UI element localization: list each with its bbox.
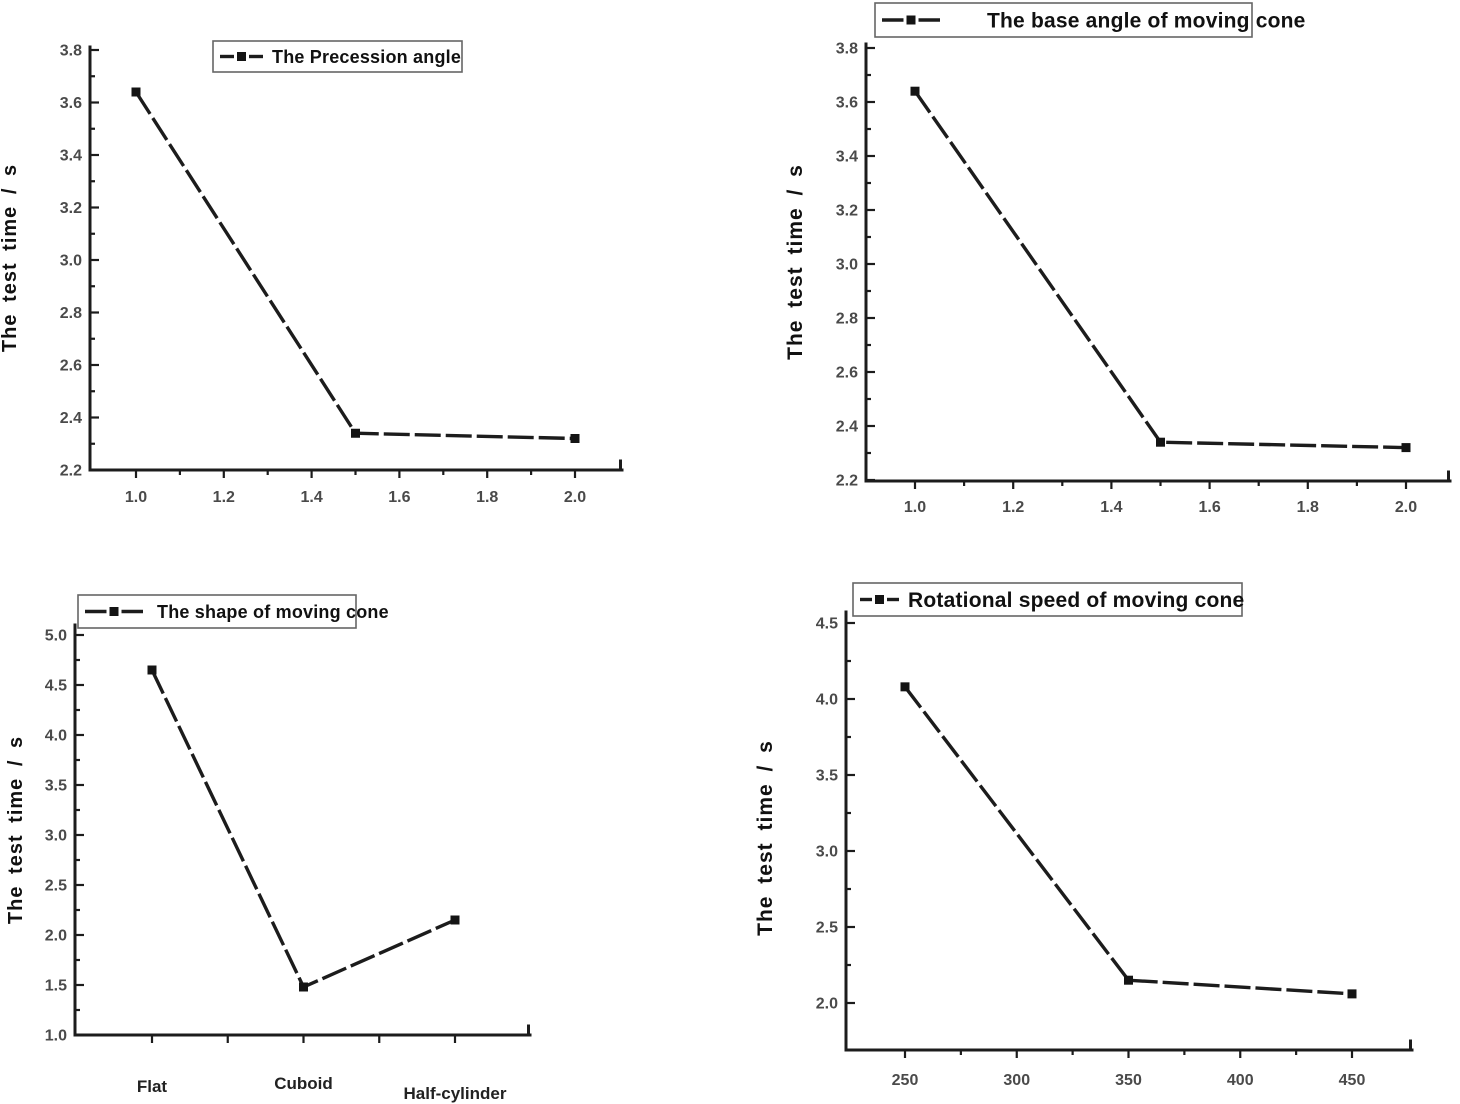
x-tick-label: 400 bbox=[1227, 1072, 1254, 1089]
y-tick-label: 2.8 bbox=[60, 305, 82, 322]
y-tick-label: 2.2 bbox=[836, 473, 858, 490]
y-tick-label: 3.8 bbox=[836, 41, 858, 58]
x-category-label: Half-cylinder bbox=[404, 1084, 507, 1103]
y-tick-label: 3.4 bbox=[836, 149, 858, 166]
y-tick-label: 3.5 bbox=[816, 768, 838, 785]
data-line bbox=[913, 90, 1407, 450]
y-tick-label: 3.5 bbox=[45, 778, 67, 795]
y-tick-label: 4.5 bbox=[45, 678, 67, 695]
y-tick-label: 3.4 bbox=[60, 148, 82, 165]
y-tick-label: 3.2 bbox=[836, 203, 858, 220]
data-point-marker bbox=[900, 682, 910, 692]
y-axis-title: The test time / s bbox=[784, 164, 807, 360]
y-tick-label: 3.0 bbox=[45, 828, 67, 845]
chart-shape-of-moving-cone: 1.0 1.5 2.0 2.5 3.0 3.5 4.0 4.5 5.0 Flat Cuboid Hal… bbox=[0, 552, 730, 1104]
y-axis-title: The test time / s bbox=[754, 740, 777, 936]
data-line bbox=[903, 685, 1353, 996]
chart-base-angle-svg: 2.2 2.4 2.6 2.8 3.0 3.2 3.4 3.6 3.8 1.0 1.2 1.4 1.6 1… bbox=[784, 2, 1452, 516]
data-point-marker bbox=[1124, 975, 1133, 985]
x-tick-label: 1.6 bbox=[388, 489, 410, 506]
x-tick-label: 2.0 bbox=[564, 489, 586, 506]
chart-rotational-speed-svg: 2.0 2.5 3.0 3.5 4.0 4.5 250 300 350 400 450 Rotatio… bbox=[754, 582, 1414, 1089]
chart-rotational-speed: 2.0 2.5 3.0 3.5 4.0 4.5 250 300 350 400 450 Rotatio… bbox=[730, 552, 1460, 1104]
x-tick-label: 300 bbox=[1003, 1072, 1030, 1089]
y-tick-label: 3.6 bbox=[836, 95, 858, 112]
data-point-marker bbox=[131, 87, 141, 97]
y-tick-label: 2.0 bbox=[816, 996, 838, 1013]
x-tick-label: 1.4 bbox=[300, 489, 322, 506]
x-category-label: Cuboid bbox=[274, 1074, 333, 1093]
legend-marker-square bbox=[237, 52, 246, 61]
y-tick-label: 2.6 bbox=[60, 358, 82, 375]
y-tick-label: 2.5 bbox=[816, 920, 838, 937]
data-point-marker bbox=[570, 434, 580, 443]
y-tick-label: 2.6 bbox=[836, 365, 858, 382]
legend-marker-square bbox=[109, 607, 119, 616]
chart-shape-of-moving-cone-svg: 1.0 1.5 2.0 2.5 3.0 3.5 4.0 4.5 5.0 Flat Cuboid Hal… bbox=[5, 594, 532, 1103]
data-point-marker bbox=[1401, 443, 1411, 453]
y-tick-label: 3.6 bbox=[60, 95, 82, 112]
x-category-label: Flat bbox=[137, 1077, 168, 1096]
legend-box bbox=[852, 582, 1243, 617]
y-tick-label: 4.0 bbox=[45, 728, 67, 745]
data-point-marker bbox=[450, 915, 460, 925]
x-tick-label: 250 bbox=[892, 1072, 919, 1089]
data-line bbox=[150, 669, 456, 990]
y-tick-label: 3.2 bbox=[60, 200, 82, 217]
legend-label: The Precession angle bbox=[272, 47, 461, 67]
legend-marker-square bbox=[875, 595, 884, 604]
x-tick-label: 2.0 bbox=[1395, 499, 1417, 516]
x-tick-label: 1.2 bbox=[1002, 499, 1024, 516]
chart-base-angle: 2.2 2.4 2.6 2.8 3.0 3.2 3.4 3.6 3.8 1.0 1.2 1.4 1.6 1… bbox=[730, 0, 1460, 552]
data-point-marker bbox=[1347, 989, 1357, 999]
y-axis-title: The test time / s bbox=[5, 736, 27, 924]
data-point-marker bbox=[1156, 437, 1165, 447]
x-tick-label: 1.8 bbox=[1297, 499, 1319, 516]
y-tick-label: 3.0 bbox=[60, 253, 82, 270]
legend-label: The shape of moving cone bbox=[157, 602, 389, 622]
chart-precession-angle: 2.2 2.4 2.6 2.8 3.0 3.2 3.4 3.6 3.8 1.0 1.2 1.4 1.6 1… bbox=[0, 0, 730, 552]
legend-label: The base angle of moving cone bbox=[987, 10, 1306, 33]
y-tick-label: 4.0 bbox=[816, 692, 838, 709]
y-tick-label: 2.4 bbox=[60, 410, 82, 427]
y-tick-label: 4.5 bbox=[816, 616, 838, 633]
x-tick-label: 1.2 bbox=[213, 489, 235, 506]
y-tick-label: 5.0 bbox=[45, 628, 67, 645]
data-point-marker bbox=[910, 86, 920, 96]
legend-label: Rotational speed of moving cone bbox=[908, 589, 1244, 612]
y-tick-label: 1.0 bbox=[45, 1028, 67, 1045]
y-tick-label: 3.0 bbox=[816, 844, 838, 861]
x-tick-label: 1.6 bbox=[1198, 499, 1220, 516]
x-tick-label: 450 bbox=[1339, 1072, 1366, 1089]
chart-precession-angle-svg: 2.2 2.4 2.6 2.8 3.0 3.2 3.4 3.6 3.8 1.0 1.2 1.4 1.6 1… bbox=[0, 40, 624, 506]
y-tick-label: 2.4 bbox=[836, 419, 858, 436]
x-tick-label: 1.8 bbox=[476, 489, 498, 506]
y-axis-title: The test time / s bbox=[0, 164, 21, 352]
data-point-marker bbox=[299, 982, 308, 992]
x-tick-label: 1.0 bbox=[125, 489, 147, 506]
legend-marker-square bbox=[906, 15, 916, 25]
y-tick-label: 2.5 bbox=[45, 878, 67, 895]
data-point-marker bbox=[147, 665, 157, 675]
y-tick-label: 3.0 bbox=[836, 257, 858, 274]
y-tick-label: 2.0 bbox=[45, 928, 67, 945]
y-tick-label: 2.2 bbox=[60, 463, 82, 480]
y-tick-label: 3.8 bbox=[60, 43, 82, 60]
x-tick-label: 1.0 bbox=[904, 499, 926, 516]
y-tick-label: 1.5 bbox=[45, 978, 67, 995]
x-tick-label: 350 bbox=[1115, 1072, 1142, 1089]
y-tick-label: 2.8 bbox=[836, 311, 858, 328]
data-point-marker bbox=[351, 428, 360, 438]
x-tick-label: 1.4 bbox=[1100, 499, 1122, 516]
data-line bbox=[134, 91, 576, 441]
